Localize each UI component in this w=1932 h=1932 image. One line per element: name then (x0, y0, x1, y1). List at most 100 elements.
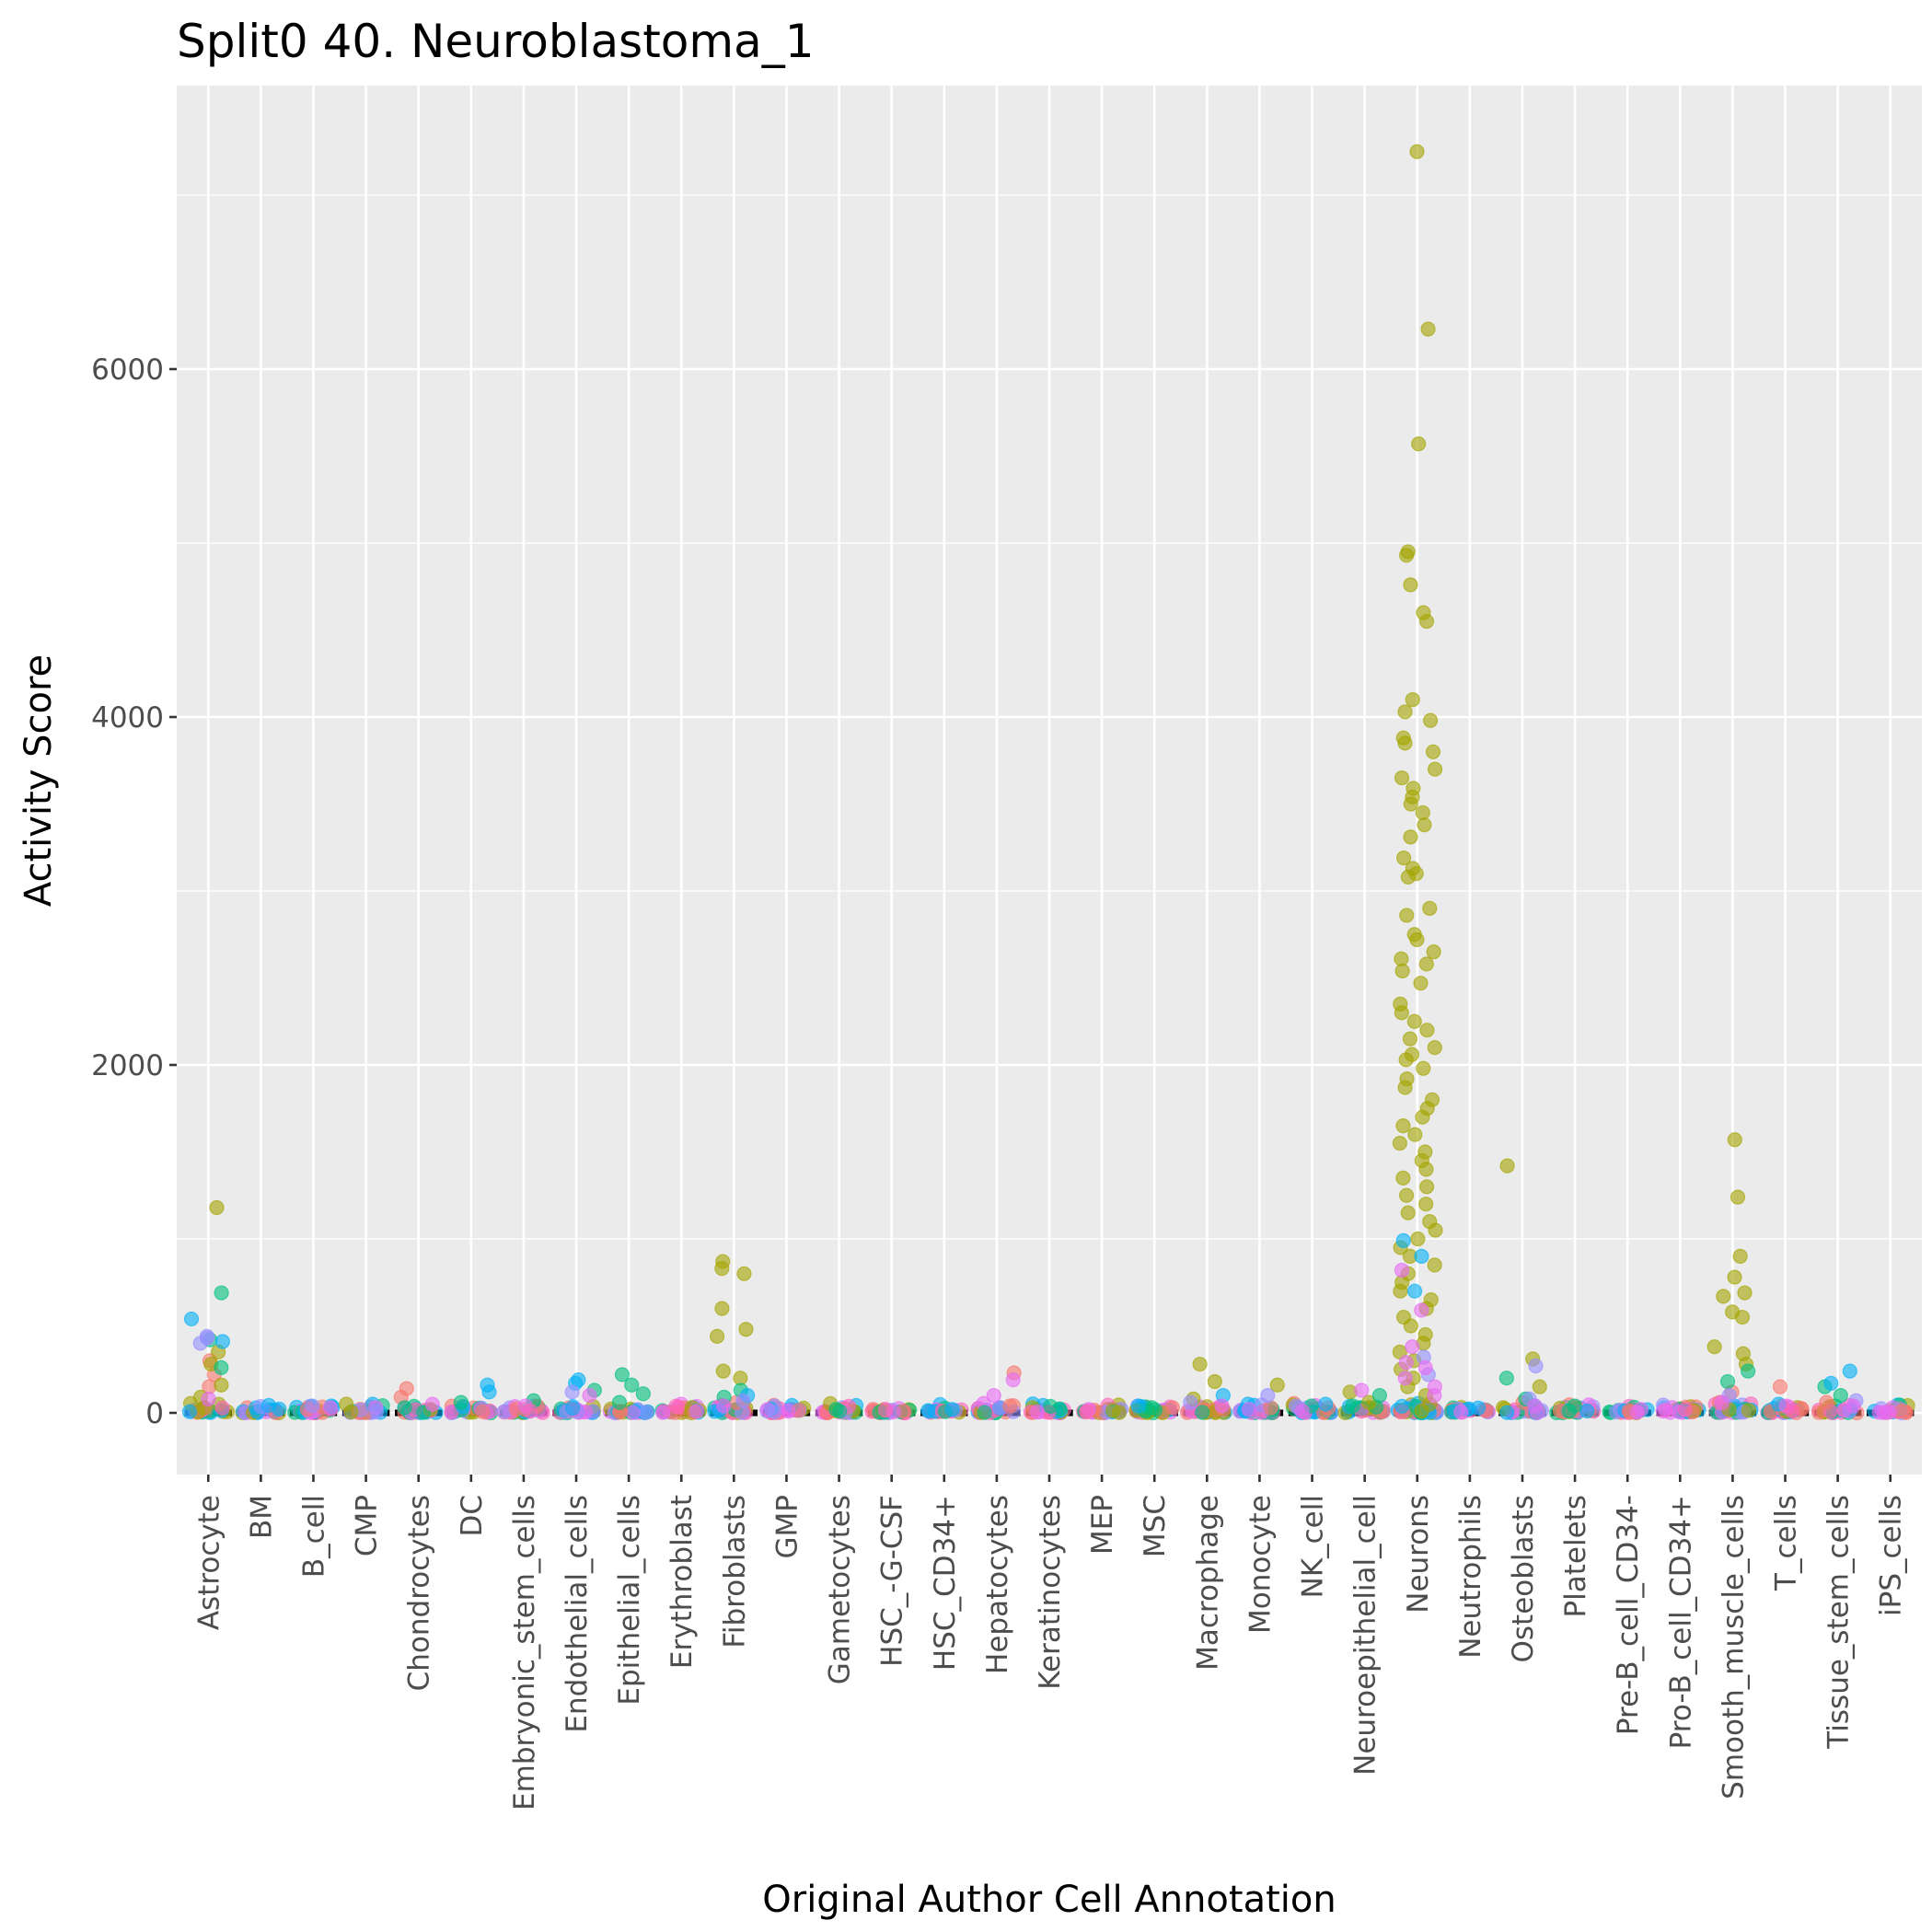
data-point (322, 1400, 338, 1416)
data-point (424, 1396, 440, 1412)
data-point (689, 1404, 705, 1419)
x-tick-label: Neutrophils (1454, 1495, 1487, 1659)
y-tick-label: 0 (145, 1397, 164, 1430)
y-tick-label: 2000 (91, 1049, 164, 1082)
data-point (343, 1404, 359, 1420)
data-point (1399, 908, 1415, 923)
data-point (1419, 1023, 1435, 1038)
x-tick-label: CMP (351, 1495, 384, 1556)
data-point (214, 1377, 229, 1393)
data-point (1403, 577, 1418, 593)
data-point (1528, 1358, 1544, 1374)
data-point (183, 1311, 200, 1327)
data-point (192, 1336, 208, 1351)
data-point (397, 1400, 412, 1416)
data-point (1561, 1404, 1578, 1419)
data-point (671, 1399, 687, 1415)
data-point (635, 1386, 651, 1402)
x-tick-label: Osteoblasts (1507, 1495, 1540, 1663)
data-point (1371, 1387, 1387, 1404)
x-tick-label: BM (245, 1495, 278, 1539)
data-point (781, 1404, 796, 1419)
data-point (1425, 744, 1441, 759)
data-point (1395, 1118, 1411, 1134)
y-tick-label: 6000 (91, 353, 164, 387)
data-point (944, 1402, 960, 1417)
data-point (582, 1387, 597, 1404)
data-point (481, 1384, 497, 1400)
x-tick-label: Astrocyte (192, 1495, 226, 1630)
data-point (1706, 1339, 1722, 1355)
data-point (1393, 1283, 1408, 1299)
x-tick-label: MEP (1086, 1495, 1119, 1555)
data-point (1214, 1398, 1230, 1414)
data-point (1426, 944, 1441, 960)
data-point (1395, 1232, 1411, 1248)
data-point (1716, 1289, 1731, 1304)
data-point (1263, 1400, 1278, 1416)
data-point (1406, 1013, 1422, 1029)
data-point (1418, 956, 1434, 972)
data-point (1192, 1356, 1208, 1372)
data-point (214, 1334, 230, 1349)
data-point (1397, 1080, 1413, 1095)
data-point (1418, 613, 1435, 630)
data-point (655, 1405, 671, 1420)
data-point (1498, 1371, 1514, 1386)
data-point (1398, 1052, 1414, 1068)
data-point (1655, 1404, 1671, 1419)
data-point (209, 1199, 225, 1216)
x-axis-title: Original Author Cell Annotation (762, 1879, 1336, 1921)
data-point (1499, 1405, 1515, 1420)
data-point (1417, 817, 1432, 833)
data-point (1532, 1379, 1547, 1394)
data-point (1397, 735, 1413, 751)
x-tick-label: Platelets (1559, 1495, 1592, 1618)
data-point (1719, 1373, 1736, 1390)
data-point (614, 1367, 631, 1382)
data-point (624, 1377, 640, 1393)
data-point (877, 1403, 894, 1418)
x-tick-label: Monocyte (1244, 1495, 1277, 1634)
data-point (1414, 1248, 1429, 1265)
data-point (1394, 963, 1410, 979)
data-point (1361, 1394, 1377, 1410)
data-point (1727, 1269, 1742, 1285)
data-point (1403, 796, 1418, 812)
data-point (565, 1400, 581, 1417)
y-tick-label: 4000 (91, 701, 164, 735)
data-point (1207, 1373, 1222, 1390)
data-point (1727, 1132, 1742, 1148)
data-point (1409, 144, 1425, 159)
data-point (1400, 869, 1416, 885)
x-axis: Astrocyte BM B_cell CMP Chondrocytes DC Embryo… (192, 1475, 1908, 1811)
data-point (977, 1405, 992, 1420)
data-point (1784, 1404, 1800, 1419)
data-point (1741, 1403, 1757, 1418)
data-point (1164, 1400, 1181, 1416)
x-tick-label: HSC_-G-CSF (876, 1495, 909, 1667)
data-point (625, 1405, 641, 1420)
data-point (1737, 1285, 1753, 1301)
data-point (260, 1397, 277, 1413)
data-point (1410, 1231, 1426, 1247)
data-point (767, 1404, 782, 1420)
data-point (920, 1403, 936, 1418)
data-point (1427, 1387, 1442, 1404)
data-point (1842, 1363, 1857, 1379)
data-point (1422, 712, 1439, 728)
x-tick-label: Epithelial_cells (613, 1495, 646, 1706)
data-point (1411, 436, 1427, 452)
data-point (1394, 1262, 1410, 1278)
data-point (1677, 1402, 1693, 1417)
x-tick-label: Gametocytes (824, 1495, 857, 1684)
data-point (1407, 1127, 1423, 1142)
data-point (1396, 850, 1412, 866)
data-point (1195, 1405, 1210, 1420)
data-point (1881, 1404, 1897, 1420)
data-point (1629, 1404, 1645, 1420)
data-point (1730, 1189, 1746, 1205)
x-tick-label: Hepatocytes (981, 1495, 1014, 1674)
x-tick-label: Pre-B_cell_CD34- (1612, 1495, 1645, 1735)
x-tick-label: B_cell (297, 1495, 330, 1578)
